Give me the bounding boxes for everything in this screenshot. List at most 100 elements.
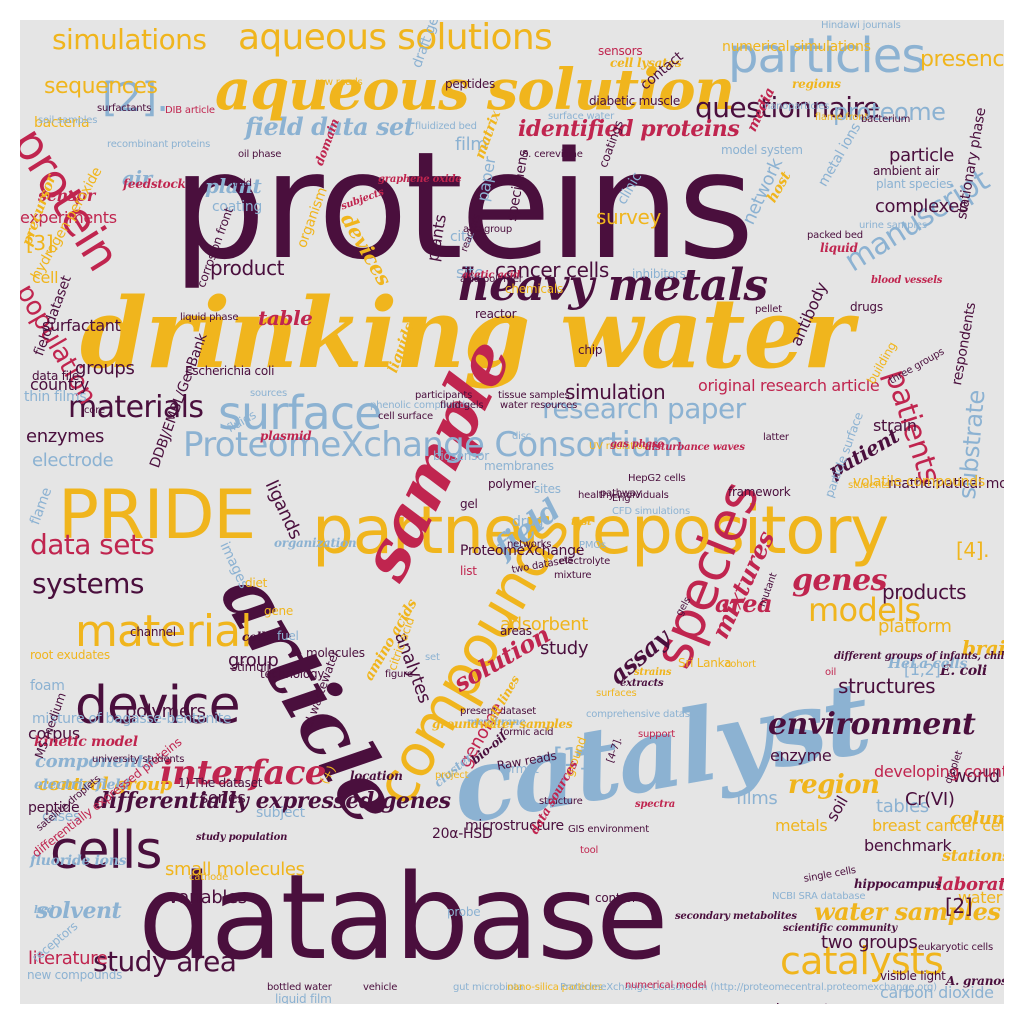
word-cloud-term: material — [75, 606, 252, 657]
word-cloud-term: particles — [728, 28, 926, 84]
word-cloud-term: materials — [68, 390, 204, 425]
word-cloud-term: area — [715, 589, 773, 618]
word-cloud-term: spectra — [635, 799, 676, 810]
word-cloud-term: film — [455, 134, 488, 155]
word-cloud-term: study area — [93, 945, 237, 978]
word-cloud-term: three groups — [887, 346, 947, 387]
word-cloud-term: CFD simulations — [612, 506, 690, 517]
word-cloud-term: membranes — [484, 459, 554, 473]
word-cloud-term: fluidized bed — [415, 121, 477, 132]
word-cloud-term: aqueous solution — [215, 57, 735, 123]
word-cloud-term: database — [138, 848, 669, 986]
word-cloud-term: data sets — [30, 528, 155, 561]
word-cloud-term: country — [30, 375, 89, 394]
word-cloud-term: extracts — [620, 678, 664, 689]
word-cloud-term: different groups of infants, children, t… — [834, 651, 1004, 662]
word-cloud-term: table — [258, 306, 313, 330]
word-cloud-term: soil samples — [38, 115, 98, 126]
word-cloud-term: project — [435, 770, 469, 781]
word-cloud-term: E. coli — [940, 663, 987, 679]
word-cloud-term: ambient air — [873, 164, 940, 178]
word-cloud-term: bacterium — [861, 114, 911, 125]
word-cloud-term: gene — [264, 604, 294, 618]
word-cloud-term: participants — [415, 390, 473, 401]
word-cloud-term: numerical simulations — [722, 39, 871, 55]
word-cloud-term: surfaces — [596, 688, 637, 699]
word-cloud-term: Cr(VI) — [905, 789, 955, 810]
word-cloud-term: liquid film — [275, 992, 332, 1004]
word-cloud-term: proteome — [833, 98, 946, 126]
word-cloud-term: systems — [32, 567, 144, 600]
word-cloud-term: acetic acid — [462, 270, 521, 281]
word-cloud-term: models — [808, 591, 921, 629]
word-cloud-term: stationary phase — [954, 106, 990, 221]
word-cloud-term: air — [122, 166, 152, 190]
word-cloud-term: cell lysates — [610, 56, 682, 70]
word-cloud-term: mixture of bagasse-bentonite — [32, 711, 232, 727]
word-cloud-term: solvent — [36, 898, 122, 924]
word-cloud-term: flame — [27, 485, 56, 528]
word-cloud-term: Eng — [612, 493, 631, 504]
word-cloud-term: gel — [460, 497, 478, 511]
word-cloud-term: 1) The dataset — [178, 776, 263, 790]
word-cloud: proteins drinking water database catalyst aq… — [20, 20, 1004, 1004]
word-cloud-term: flame front — [815, 112, 869, 123]
word-cloud-term: nanoparticles — [764, 101, 830, 112]
word-cloud-term: 20α-HSD — [432, 826, 493, 842]
word-cloud-term: age group — [463, 224, 513, 235]
word-cloud-term: respondents — [949, 301, 980, 387]
word-cloud-term: DIB article — [165, 105, 215, 116]
word-cloud-term: plant — [205, 174, 262, 198]
word-cloud-term: study — [540, 638, 589, 659]
word-cloud-term: ProteomeXchange Consortium — [183, 425, 684, 465]
word-cloud-term: coating — [212, 199, 263, 215]
word-cloud-term: presence — [920, 47, 1004, 72]
word-cloud-term: world — [952, 766, 1000, 787]
word-cloud-term: particle — [889, 145, 955, 166]
word-cloud-term: developing countries — [874, 762, 1004, 781]
word-cloud-term: breast cancer cells — [872, 816, 1004, 835]
word-cloud-term: [1] — [553, 743, 589, 773]
word-cloud-term: stimuli — [231, 660, 270, 674]
word-cloud-term: disturbance waves — [645, 442, 745, 453]
word-cloud-term: fluid gels — [440, 400, 484, 411]
word-cloud-term: fluoride ions — [30, 853, 127, 869]
word-cloud-term: sources — [250, 388, 288, 399]
word-cloud-term: surfactant — [42, 316, 121, 335]
word-cloud-term: electrode — [32, 450, 114, 471]
word-cloud-term: identified proteins — [518, 116, 740, 142]
word-cloud-term: region — [788, 770, 880, 800]
word-cloud-term: plant species — [876, 177, 953, 191]
word-cloud-term: control group — [38, 774, 173, 795]
word-cloud-term: genes — [792, 563, 887, 598]
word-cloud-term: enzyme — [770, 746, 832, 765]
word-cloud-term: variables — [168, 887, 247, 908]
word-cloud-term: reactor — [475, 307, 517, 321]
word-cloud-term: laboratory — [936, 874, 1004, 895]
word-cloud-term: mathematical model — [888, 476, 1004, 492]
word-cloud-term: column — [950, 808, 1004, 829]
word-cloud-term: gut microbiota — [453, 982, 524, 993]
word-cloud-term: enzymes — [26, 426, 105, 447]
word-cloud-term: sites — [534, 482, 561, 496]
word-cloud-term: strain — [873, 416, 917, 435]
word-cloud-term: feedstock — [123, 177, 186, 191]
word-cloud-term: city — [450, 229, 475, 245]
word-cloud-term: formic acid — [500, 727, 554, 738]
word-cloud-term: microstructure — [465, 818, 564, 834]
word-cloud-term: ligands — [260, 477, 307, 543]
word-cloud-term: device — [75, 676, 241, 736]
word-cloud-term: disc — [512, 431, 532, 442]
word-cloud-term: drinking water — [80, 277, 853, 390]
word-cloud-term: bottled water — [267, 982, 332, 993]
word-cloud-term: students — [848, 480, 890, 491]
word-cloud-term: strains — [634, 667, 672, 678]
word-cloud-term: tool — [580, 845, 599, 856]
word-cloud-term: sensors — [598, 44, 643, 58]
word-cloud-term: carbon dioxide — [880, 983, 994, 1002]
word-cloud-term: structures — [838, 674, 936, 698]
word-cloud-term: molecules — [306, 646, 365, 660]
word-cloud-term: data file — [32, 369, 79, 383]
word-cloud-term: figure — [385, 669, 413, 680]
word-cloud-term: original research article — [698, 376, 880, 395]
